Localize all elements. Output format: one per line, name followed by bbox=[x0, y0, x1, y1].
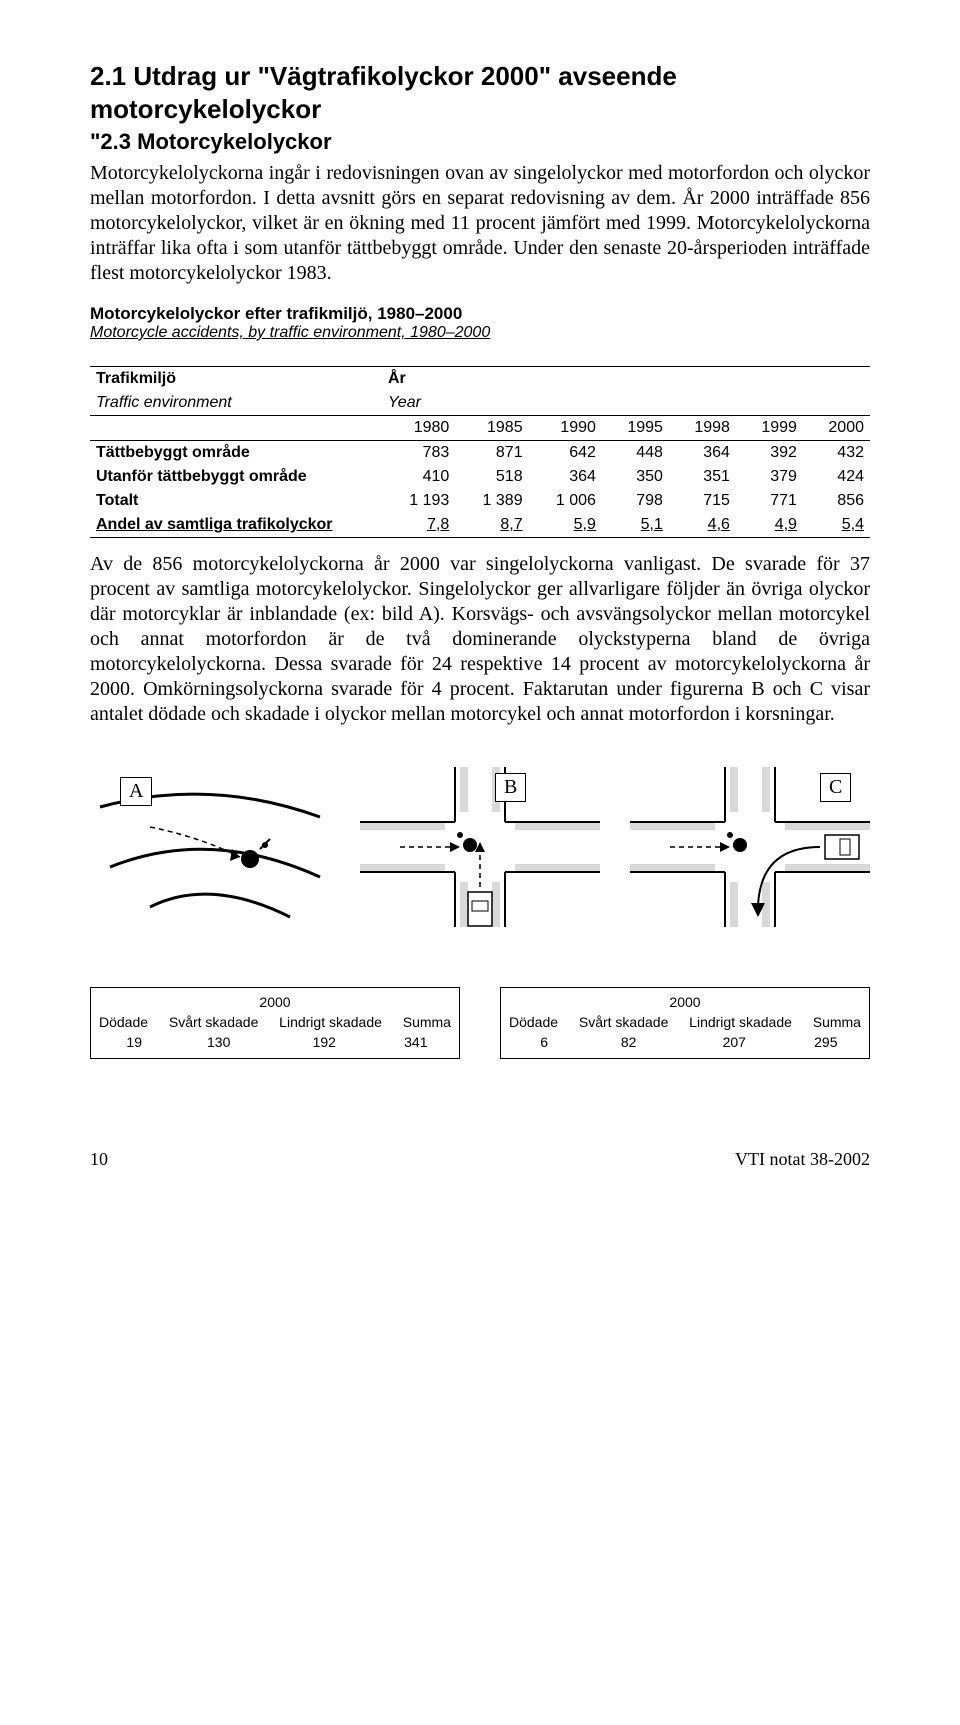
mini-year: 2000 bbox=[99, 994, 451, 1010]
mini-head: Summa bbox=[403, 1014, 451, 1030]
mini-val: 341 bbox=[381, 1034, 451, 1050]
diagram-a-label: A bbox=[120, 777, 152, 806]
accidents-table: Trafikmiljö År Traffic environment Year … bbox=[90, 366, 870, 538]
year-header: 1998 bbox=[669, 416, 736, 441]
mini-val: 19 bbox=[99, 1034, 169, 1050]
mini-head: Dödade bbox=[99, 1014, 148, 1030]
table-cell: 379 bbox=[736, 465, 803, 489]
section-heading: 2.1 Utdrag ur "Vägtrafikolyckor 2000" av… bbox=[90, 60, 870, 125]
casualty-box-left: 2000 Dödade Svårt skadade Lindrigt skada… bbox=[90, 987, 460, 1059]
table-cell: 518 bbox=[455, 465, 528, 489]
col-header-year: År bbox=[382, 367, 455, 392]
diagram-b: B bbox=[360, 767, 600, 927]
table-cell: 364 bbox=[529, 465, 602, 489]
table-cell: 432 bbox=[803, 441, 870, 466]
table-cell: 4,6 bbox=[669, 513, 736, 538]
table-cell: 871 bbox=[455, 441, 528, 466]
mini-val: 192 bbox=[268, 1034, 381, 1050]
year-header: 1985 bbox=[455, 416, 528, 441]
page-footer: 10 VTI notat 38-2002 bbox=[90, 1149, 870, 1170]
mini-year: 2000 bbox=[509, 994, 861, 1010]
diagram-c-label: C bbox=[820, 773, 851, 802]
mini-val: 82 bbox=[579, 1034, 678, 1050]
col-header-env: Trafikmiljö bbox=[90, 367, 382, 392]
table-cell: 642 bbox=[529, 441, 602, 466]
mini-head: Svårt skadade bbox=[579, 1014, 669, 1030]
table-row-label: Andel av samtliga trafikolyckor bbox=[90, 513, 382, 538]
mini-val: 130 bbox=[169, 1034, 268, 1050]
table-cell: 5,1 bbox=[602, 513, 669, 538]
col-sub-year: Year bbox=[382, 391, 455, 416]
table-cell: 715 bbox=[669, 489, 736, 513]
table-cell: 364 bbox=[669, 441, 736, 466]
table-cell: 1 389 bbox=[455, 489, 528, 513]
table-cell: 5,4 bbox=[803, 513, 870, 538]
paragraph-1: Motorcykelolyckorna ingår i redovisninge… bbox=[90, 161, 870, 286]
casualty-box-right: 2000 Dödade Svårt skadade Lindrigt skada… bbox=[500, 987, 870, 1059]
table-cell: 410 bbox=[382, 465, 455, 489]
doc-id: VTI notat 38-2002 bbox=[735, 1149, 870, 1170]
diagram-c: C bbox=[630, 767, 870, 927]
mini-val: 6 bbox=[509, 1034, 579, 1050]
col-sub-env: Traffic environment bbox=[90, 391, 382, 416]
mini-head: Lindrigt skadade bbox=[689, 1014, 792, 1030]
table-title: Motorcykelolyckor efter trafikmiljö, 198… bbox=[90, 304, 870, 324]
diagram-b-label: B bbox=[495, 773, 526, 802]
table-row-label: Tättbebyggt område bbox=[90, 441, 382, 466]
table-cell: 783 bbox=[382, 441, 455, 466]
table-cell: 8,7 bbox=[455, 513, 528, 538]
mini-val: 295 bbox=[791, 1034, 861, 1050]
year-header: 1990 bbox=[529, 416, 602, 441]
table-subtitle: Motorcycle accidents, by traffic environ… bbox=[90, 324, 870, 342]
table-cell: 350 bbox=[602, 465, 669, 489]
table-row-label: Utanför tättbebyggt område bbox=[90, 465, 382, 489]
table-cell: 771 bbox=[736, 489, 803, 513]
table-row-label: Totalt bbox=[90, 489, 382, 513]
year-header: 1995 bbox=[602, 416, 669, 441]
year-header: 1999 bbox=[736, 416, 803, 441]
subsection-heading: "2.3 Motorcykelolyckor bbox=[90, 129, 870, 155]
mini-head: Lindrigt skadade bbox=[279, 1014, 382, 1030]
mini-head: Dödade bbox=[509, 1014, 558, 1030]
table-cell: 7,8 bbox=[382, 513, 455, 538]
diagram-row: A B bbox=[90, 767, 870, 927]
mini-head: Svårt skadade bbox=[169, 1014, 259, 1030]
table-cell: 351 bbox=[669, 465, 736, 489]
page-number: 10 bbox=[90, 1149, 108, 1170]
table-cell: 4,9 bbox=[736, 513, 803, 538]
table-cell: 798 bbox=[602, 489, 669, 513]
mini-head: Summa bbox=[813, 1014, 861, 1030]
mini-val: 207 bbox=[678, 1034, 791, 1050]
casualty-boxes: 2000 Dödade Svårt skadade Lindrigt skada… bbox=[90, 987, 870, 1059]
paragraph-2: Av de 856 motorcykelolyckorna år 2000 va… bbox=[90, 552, 870, 727]
table-cell: 392 bbox=[736, 441, 803, 466]
table-cell: 1 006 bbox=[529, 489, 602, 513]
table-cell: 856 bbox=[803, 489, 870, 513]
table-cell: 1 193 bbox=[382, 489, 455, 513]
year-header: 1980 bbox=[382, 416, 455, 441]
intersection-b-icon bbox=[360, 767, 600, 927]
table-cell: 424 bbox=[803, 465, 870, 489]
year-header: 2000 bbox=[803, 416, 870, 441]
diagram-a: A bbox=[90, 767, 330, 927]
table-cell: 5,9 bbox=[529, 513, 602, 538]
table-cell: 448 bbox=[602, 441, 669, 466]
